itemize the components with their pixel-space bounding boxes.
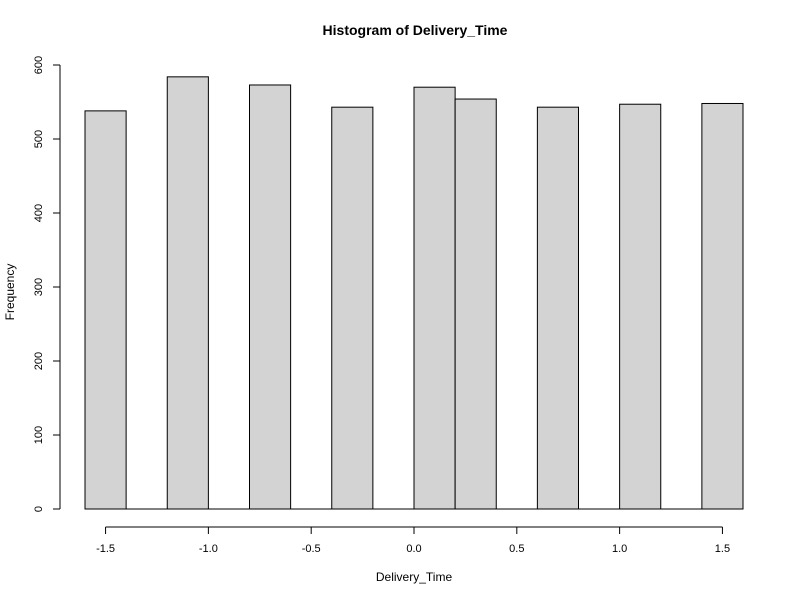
x-tick-label: 1.5 <box>715 543 730 555</box>
y-axis-label: Frequency <box>3 264 17 321</box>
y-tick-label: 200 <box>33 352 45 370</box>
histogram-bar-4 <box>249 84 292 510</box>
x-axis-label: Delivery_Time <box>376 570 453 584</box>
histogram-bar-13 <box>619 103 662 510</box>
y-tick-label: 0 <box>33 506 45 512</box>
y-tick-label: 500 <box>33 130 45 148</box>
y-axis: 0 100 200 300 400 500 600 <box>33 56 61 512</box>
x-axis: -1.5 -1.0 -0.5 0.0 0.5 1.0 1.5 <box>96 526 730 555</box>
histogram-bar-0 <box>84 110 127 510</box>
x-tick-label: 0.5 <box>509 543 524 555</box>
histogram-bar-6 <box>331 106 374 510</box>
y-tick-label: 100 <box>33 426 45 444</box>
y-tick-label: 300 <box>33 278 45 296</box>
x-tick-label: 1.0 <box>612 543 627 555</box>
histogram-bar-15 <box>701 102 744 510</box>
x-tick-label: -0.5 <box>302 543 321 555</box>
x-tick-label: -1.5 <box>96 543 115 555</box>
y-tick-label: 400 <box>33 204 45 222</box>
x-tick-label: -1.0 <box>199 543 218 555</box>
x-tick-label: 0.0 <box>406 543 421 555</box>
histogram-bar-11 <box>536 106 579 510</box>
histogram-bar-2 <box>166 76 209 510</box>
chart-title: Histogram of Delivery_Time <box>323 22 508 38</box>
y-tick-label: 600 <box>33 56 45 74</box>
histogram-bar-8 <box>413 86 456 510</box>
bars-group <box>84 76 744 510</box>
histogram-bar-9 <box>454 98 497 510</box>
